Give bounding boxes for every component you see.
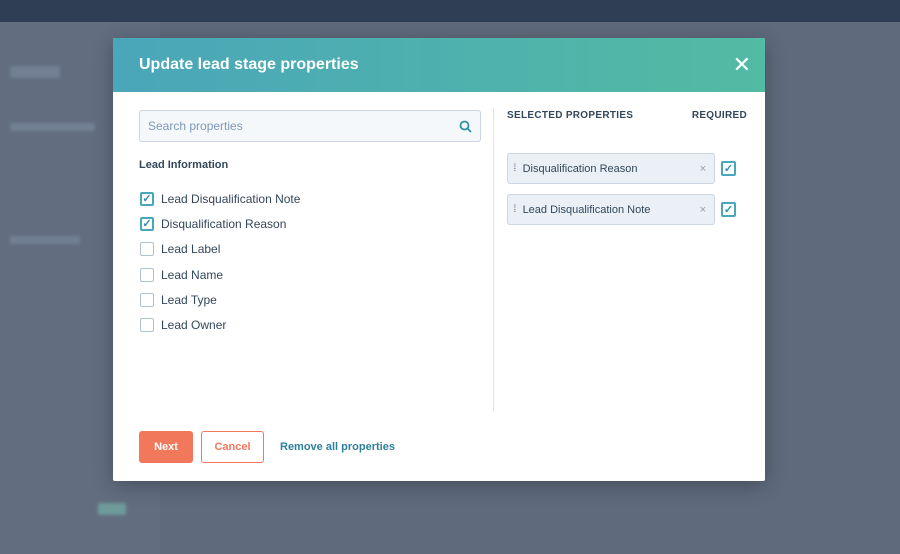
selected-property-chip[interactable]: ⁞⁞ Lead Disqualification Note × [507, 194, 715, 225]
selected-property-row: ⁞⁞ Disqualification Reason × ✓ [507, 153, 747, 184]
required-checkbox[interactable]: ✓ [721, 202, 736, 217]
selected-property-label: Disqualification Reason [522, 162, 638, 175]
property-option[interactable]: Lead Name [139, 262, 481, 287]
property-option[interactable]: Lead Type [139, 287, 481, 312]
checkbox[interactable]: ✓ [140, 191, 154, 206]
selected-property-label: Lead Disqualification Note [522, 203, 651, 216]
property-option-label: Lead Label [161, 242, 221, 257]
remove-icon[interactable]: × [699, 162, 706, 175]
update-properties-modal: Update lead stage properties ✕ Lead Info… [113, 38, 765, 481]
group-label: Lead Information [139, 159, 229, 171]
property-option[interactable]: ✓ Lead Disqualification Note [139, 186, 481, 211]
drag-handle-icon[interactable]: ⁞⁞ [513, 204, 516, 215]
property-option-label: Lead Name [161, 267, 224, 282]
property-option-label: Lead Type [161, 292, 217, 307]
search-icon[interactable] [459, 120, 472, 133]
checkbox[interactable]: ✓ [140, 216, 154, 231]
property-option-label: Lead Owner [161, 318, 227, 333]
drag-handle-icon[interactable]: ⁞⁞ [513, 163, 516, 174]
property-option[interactable]: Lead Label [139, 237, 481, 262]
remove-all-properties-link[interactable]: Remove all properties [280, 441, 395, 453]
next-button[interactable]: Next [139, 431, 193, 463]
selected-properties-panel: SELECTED PROPERTIES REQUIRED ⁞⁞ Disqualif… [507, 110, 747, 225]
modal-title: Update lead stage properties [139, 56, 359, 73]
selected-property-row: ⁞⁞ Lead Disqualification Note × ✓ [507, 194, 747, 225]
property-option-label: Lead Disqualification Note [161, 191, 301, 206]
background-blur [10, 236, 80, 244]
property-option-label: Disqualification Reason [161, 216, 287, 231]
search-input[interactable] [148, 119, 438, 133]
close-icon[interactable]: ✕ [732, 52, 751, 77]
property-option[interactable]: ✓ Disqualification Reason [139, 211, 481, 236]
properties-picker: Lead Information ✓ Lead Disqualification … [139, 110, 481, 338]
checkbox[interactable] [140, 292, 154, 307]
background-blur [10, 66, 60, 78]
app-top-bar [0, 0, 900, 22]
checkbox[interactable] [140, 318, 154, 333]
remove-icon[interactable]: × [699, 203, 706, 216]
column-divider [493, 108, 494, 411]
cancel-button[interactable]: Cancel [201, 431, 264, 463]
checkbox[interactable] [140, 242, 154, 257]
search-box [139, 110, 481, 142]
modal-footer: Next Cancel Remove all properties [139, 431, 395, 463]
selected-property-chip[interactable]: ⁞⁞ Disqualification Reason × [507, 153, 715, 184]
background-blur [98, 503, 126, 515]
background-blur [10, 123, 95, 131]
required-header: REQUIRED [691, 110, 747, 121]
modal-header: Update lead stage properties ✕ [113, 38, 765, 92]
selected-properties-header: SELECTED PROPERTIES [507, 110, 634, 121]
required-checkbox[interactable]: ✓ [721, 161, 736, 176]
checkbox[interactable] [140, 267, 154, 282]
property-option[interactable]: Lead Owner [139, 312, 481, 337]
